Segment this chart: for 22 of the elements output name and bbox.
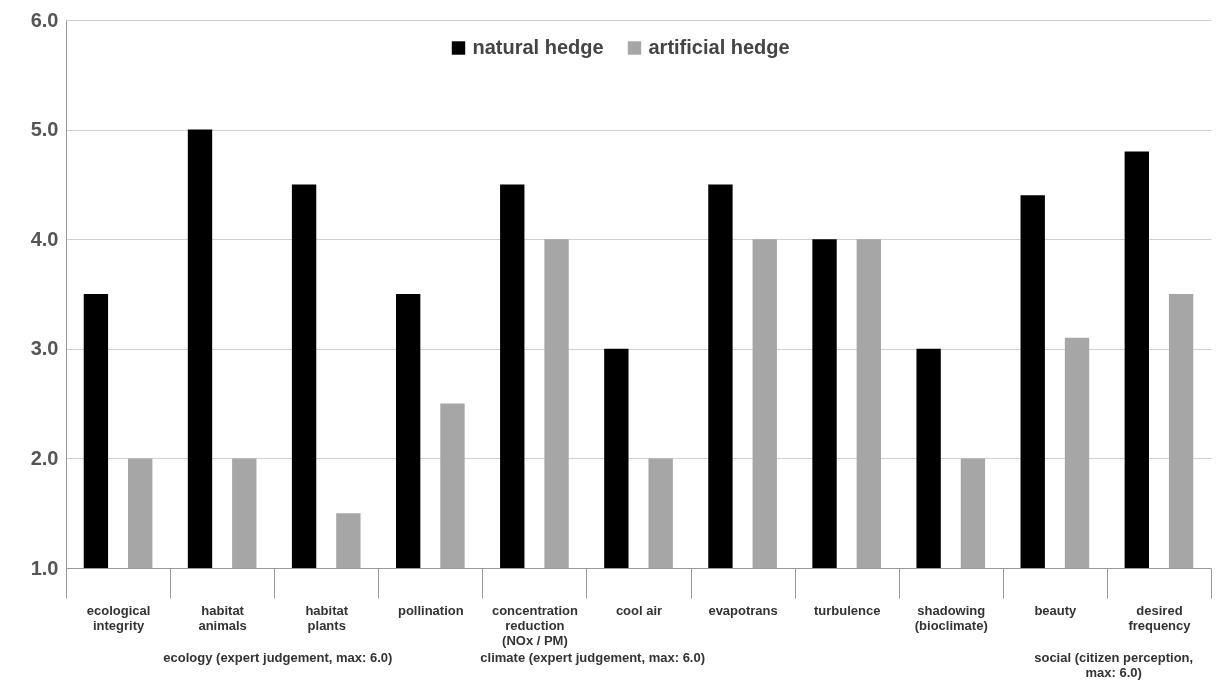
legend-label: natural hedge xyxy=(472,36,604,58)
x-tick-label: ecological integrity xyxy=(86,602,151,633)
x-tick-label: pollination xyxy=(397,602,464,618)
text: ecology (expert judgement, max: 6.0) xyxy=(163,650,393,665)
x-tick-label: concentration reduction (NOx / PM) xyxy=(491,602,578,648)
text: social (citizen perception, max: 6.0) xyxy=(1034,650,1194,680)
x-tick-label: desired frequency xyxy=(1128,602,1192,633)
x-tick-label: turbulence xyxy=(813,602,881,618)
x-tick-label: habitat plants xyxy=(305,602,349,633)
legend-label: artificial hedge xyxy=(648,36,790,58)
x-tick-label: habitat animals xyxy=(198,602,247,633)
x-tick-label: cool air xyxy=(615,602,663,618)
y-tick-label: 1.0 xyxy=(30,556,59,579)
x-tick-label: shadowing (bioclimate) xyxy=(914,602,988,633)
y-tick-label: 2.0 xyxy=(30,446,59,469)
y-tick-label: 3.0 xyxy=(30,337,59,360)
text: climate (expert judgement, max: 6.0) xyxy=(480,650,706,665)
y-tick-label: 5.0 xyxy=(30,118,59,141)
y-tick-label: 6.0 xyxy=(30,8,59,31)
x-tick-label: evapotrans xyxy=(708,602,778,618)
x-tick-label: beauty xyxy=(1034,602,1078,618)
y-tick-label: 4.0 xyxy=(30,227,59,250)
